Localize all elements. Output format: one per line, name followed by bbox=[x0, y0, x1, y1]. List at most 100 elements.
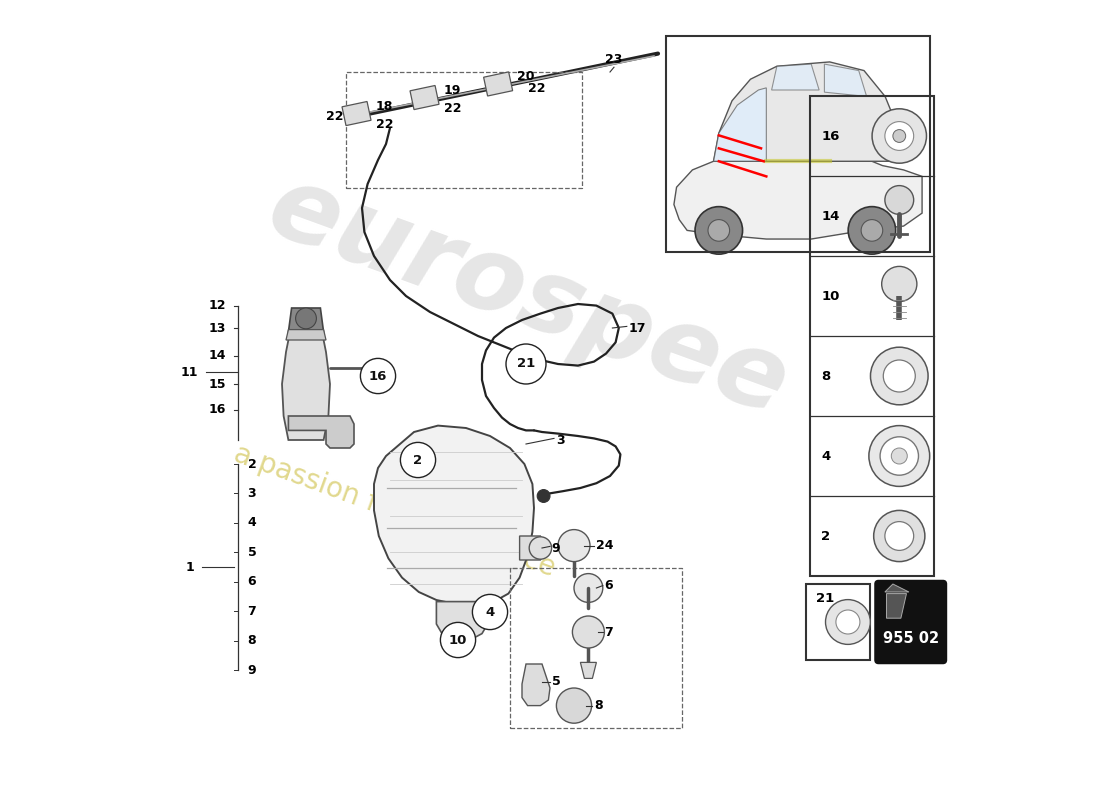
Text: 22: 22 bbox=[326, 110, 343, 122]
Polygon shape bbox=[714, 62, 903, 162]
Text: 22: 22 bbox=[443, 102, 461, 114]
Polygon shape bbox=[771, 64, 820, 90]
Circle shape bbox=[400, 442, 436, 478]
Text: 8: 8 bbox=[822, 370, 830, 382]
Text: 4: 4 bbox=[822, 450, 830, 462]
Circle shape bbox=[557, 688, 592, 723]
Text: 2: 2 bbox=[414, 454, 422, 466]
Circle shape bbox=[893, 130, 905, 142]
Bar bbox=[342, 102, 371, 126]
FancyBboxPatch shape bbox=[876, 581, 946, 663]
Circle shape bbox=[883, 360, 915, 392]
Polygon shape bbox=[581, 662, 596, 678]
Text: 8: 8 bbox=[594, 699, 603, 712]
Circle shape bbox=[882, 266, 917, 302]
Polygon shape bbox=[522, 664, 550, 706]
Circle shape bbox=[558, 530, 590, 562]
Text: 8: 8 bbox=[248, 634, 256, 647]
Text: 1: 1 bbox=[185, 561, 194, 574]
Circle shape bbox=[296, 308, 317, 329]
Circle shape bbox=[872, 109, 926, 163]
Text: 4: 4 bbox=[248, 517, 256, 530]
Text: 12: 12 bbox=[209, 299, 226, 312]
Circle shape bbox=[884, 522, 914, 550]
Text: 9: 9 bbox=[551, 542, 560, 554]
Circle shape bbox=[884, 186, 914, 214]
Polygon shape bbox=[288, 308, 323, 332]
Polygon shape bbox=[824, 64, 867, 97]
Circle shape bbox=[891, 448, 908, 464]
Text: 6: 6 bbox=[248, 575, 256, 589]
Text: 5: 5 bbox=[551, 675, 560, 688]
Circle shape bbox=[537, 490, 550, 502]
Text: 21: 21 bbox=[815, 592, 834, 605]
Text: 19: 19 bbox=[443, 84, 461, 97]
Circle shape bbox=[869, 426, 929, 486]
Text: 22: 22 bbox=[528, 82, 546, 94]
Text: 7: 7 bbox=[604, 626, 613, 638]
Text: 4: 4 bbox=[485, 606, 495, 618]
Text: 9: 9 bbox=[248, 664, 256, 677]
Text: 16: 16 bbox=[209, 403, 226, 416]
Polygon shape bbox=[374, 426, 534, 605]
Polygon shape bbox=[437, 602, 487, 640]
Text: eurospee: eurospee bbox=[254, 157, 801, 438]
Circle shape bbox=[873, 510, 925, 562]
Text: 955 02: 955 02 bbox=[882, 630, 938, 646]
Text: 7: 7 bbox=[248, 605, 256, 618]
Text: 11: 11 bbox=[180, 366, 198, 378]
Bar bbox=[510, 568, 682, 728]
Text: 20: 20 bbox=[517, 70, 535, 83]
Text: 13: 13 bbox=[209, 322, 226, 334]
Circle shape bbox=[880, 437, 918, 475]
Text: 3: 3 bbox=[248, 487, 256, 500]
Circle shape bbox=[836, 610, 860, 634]
Text: a passion for parts since: a passion for parts since bbox=[230, 439, 559, 582]
Text: 16: 16 bbox=[368, 370, 387, 382]
Polygon shape bbox=[519, 536, 543, 560]
Text: 6: 6 bbox=[604, 579, 613, 592]
Circle shape bbox=[708, 219, 729, 241]
Circle shape bbox=[574, 574, 603, 602]
Polygon shape bbox=[884, 584, 909, 592]
Circle shape bbox=[825, 600, 870, 645]
Text: 17: 17 bbox=[628, 322, 646, 334]
Polygon shape bbox=[282, 332, 330, 440]
Bar bbox=[484, 72, 513, 96]
Circle shape bbox=[361, 358, 396, 394]
Polygon shape bbox=[286, 330, 326, 340]
Polygon shape bbox=[714, 88, 767, 162]
Polygon shape bbox=[288, 416, 354, 448]
Text: 22: 22 bbox=[375, 118, 393, 130]
Text: 10: 10 bbox=[449, 634, 468, 646]
Text: 2: 2 bbox=[822, 530, 830, 542]
Bar bbox=[410, 86, 439, 110]
Circle shape bbox=[506, 344, 546, 384]
Text: 18: 18 bbox=[375, 100, 393, 113]
Text: 14: 14 bbox=[822, 210, 839, 222]
Text: 5: 5 bbox=[248, 546, 256, 559]
Text: 23: 23 bbox=[605, 53, 623, 66]
Bar bbox=[346, 72, 582, 188]
Text: 14: 14 bbox=[209, 350, 226, 362]
Text: 24: 24 bbox=[596, 539, 614, 552]
Text: 2: 2 bbox=[248, 458, 256, 470]
Polygon shape bbox=[887, 594, 906, 618]
Text: 16: 16 bbox=[822, 130, 839, 142]
Circle shape bbox=[695, 206, 743, 254]
Text: 21: 21 bbox=[517, 358, 535, 370]
Circle shape bbox=[870, 347, 928, 405]
Bar bbox=[666, 36, 930, 252]
Circle shape bbox=[848, 206, 895, 254]
Text: 3: 3 bbox=[557, 434, 565, 446]
Circle shape bbox=[529, 537, 551, 559]
Text: 15: 15 bbox=[209, 378, 226, 390]
Circle shape bbox=[861, 219, 882, 241]
Circle shape bbox=[884, 122, 914, 150]
Polygon shape bbox=[674, 162, 922, 239]
Text: 10: 10 bbox=[822, 290, 839, 302]
Circle shape bbox=[440, 622, 475, 658]
Circle shape bbox=[572, 616, 604, 648]
Bar bbox=[806, 584, 870, 660]
Bar bbox=[810, 96, 934, 576]
